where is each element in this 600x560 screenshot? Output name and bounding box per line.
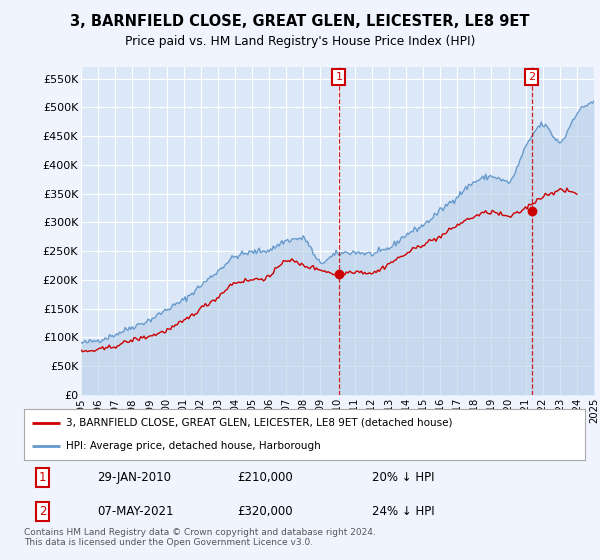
Text: 1: 1	[39, 471, 46, 484]
Text: 20% ↓ HPI: 20% ↓ HPI	[372, 471, 434, 484]
Text: £320,000: £320,000	[237, 505, 293, 518]
Text: 2: 2	[39, 505, 46, 518]
Text: 29-JAN-2010: 29-JAN-2010	[97, 471, 171, 484]
Text: 07-MAY-2021: 07-MAY-2021	[97, 505, 173, 518]
Text: 3, BARNFIELD CLOSE, GREAT GLEN, LEICESTER, LE8 9ET: 3, BARNFIELD CLOSE, GREAT GLEN, LEICESTE…	[70, 14, 530, 29]
Text: £210,000: £210,000	[237, 471, 293, 484]
Text: HPI: Average price, detached house, Harborough: HPI: Average price, detached house, Harb…	[66, 441, 321, 451]
Text: 24% ↓ HPI: 24% ↓ HPI	[372, 505, 434, 518]
Text: 2: 2	[528, 72, 535, 82]
Text: Price paid vs. HM Land Registry's House Price Index (HPI): Price paid vs. HM Land Registry's House …	[125, 35, 475, 48]
Text: Contains HM Land Registry data © Crown copyright and database right 2024.
This d: Contains HM Land Registry data © Crown c…	[24, 528, 376, 547]
Text: 1: 1	[335, 72, 343, 82]
Text: 3, BARNFIELD CLOSE, GREAT GLEN, LEICESTER, LE8 9ET (detached house): 3, BARNFIELD CLOSE, GREAT GLEN, LEICESTE…	[66, 418, 452, 428]
